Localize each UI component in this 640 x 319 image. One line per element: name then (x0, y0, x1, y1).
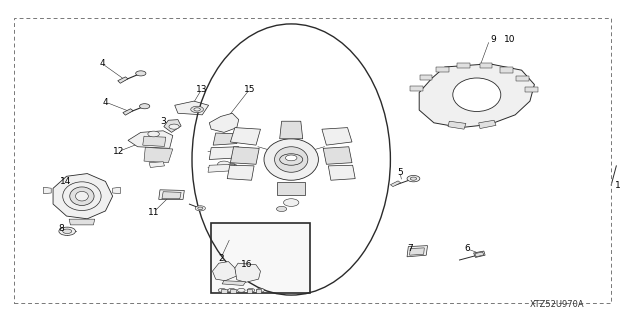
Polygon shape (143, 136, 166, 146)
Text: 11: 11 (148, 208, 159, 217)
Polygon shape (162, 192, 181, 199)
Polygon shape (230, 289, 236, 293)
Polygon shape (113, 187, 120, 194)
Circle shape (276, 206, 287, 211)
Circle shape (194, 108, 200, 111)
Polygon shape (247, 289, 252, 293)
Circle shape (228, 288, 236, 292)
Ellipse shape (70, 187, 94, 205)
Circle shape (140, 104, 150, 109)
Text: 10: 10 (504, 35, 516, 44)
Circle shape (237, 288, 245, 292)
Polygon shape (479, 120, 496, 129)
Circle shape (257, 288, 264, 292)
Text: 6: 6 (465, 244, 470, 253)
Text: 14: 14 (60, 177, 72, 186)
Polygon shape (227, 165, 254, 180)
Polygon shape (235, 263, 260, 282)
Polygon shape (410, 248, 424, 255)
Bar (14, 18, 611, 303)
Text: 16: 16 (241, 260, 252, 269)
Ellipse shape (63, 182, 101, 211)
Polygon shape (410, 86, 423, 91)
Text: 1: 1 (615, 181, 620, 189)
Polygon shape (128, 131, 173, 148)
Polygon shape (209, 113, 239, 132)
Circle shape (407, 175, 420, 182)
Polygon shape (230, 128, 260, 145)
Polygon shape (164, 120, 181, 132)
Polygon shape (230, 147, 259, 164)
Polygon shape (457, 63, 470, 68)
Polygon shape (480, 63, 493, 68)
Ellipse shape (264, 139, 319, 180)
Circle shape (284, 199, 299, 206)
Polygon shape (328, 165, 355, 180)
Text: 4: 4 (100, 59, 105, 68)
Polygon shape (123, 109, 133, 115)
Text: 2: 2 (218, 254, 223, 263)
Polygon shape (222, 281, 246, 286)
Circle shape (63, 229, 72, 234)
Ellipse shape (76, 191, 88, 201)
Circle shape (228, 164, 237, 168)
Polygon shape (144, 147, 173, 163)
Text: 8: 8 (58, 224, 63, 233)
Polygon shape (448, 121, 466, 129)
Circle shape (59, 227, 76, 235)
Text: 3: 3 (161, 117, 166, 126)
Circle shape (218, 288, 226, 292)
Bar (211, 223, 310, 293)
Text: 5: 5 (397, 168, 403, 177)
Polygon shape (474, 251, 485, 257)
Circle shape (285, 155, 297, 161)
Text: 4: 4 (103, 98, 108, 107)
Circle shape (136, 71, 146, 76)
Polygon shape (213, 133, 240, 145)
Ellipse shape (275, 147, 308, 172)
Circle shape (410, 177, 417, 180)
Polygon shape (322, 128, 352, 145)
Polygon shape (209, 147, 239, 160)
Polygon shape (69, 219, 95, 225)
Polygon shape (419, 64, 534, 128)
Polygon shape (277, 182, 305, 195)
Polygon shape (516, 76, 529, 81)
Circle shape (148, 131, 159, 137)
Polygon shape (407, 246, 428, 257)
Circle shape (169, 124, 179, 129)
Polygon shape (212, 262, 237, 281)
Polygon shape (44, 187, 51, 194)
Polygon shape (323, 147, 352, 164)
Text: 9: 9 (490, 35, 495, 44)
Polygon shape (525, 87, 538, 92)
Polygon shape (118, 77, 128, 83)
Text: 12: 12 (113, 147, 124, 156)
Circle shape (191, 106, 204, 113)
Polygon shape (53, 174, 113, 219)
Polygon shape (256, 289, 261, 293)
Polygon shape (420, 75, 433, 80)
Text: 13: 13 (196, 85, 207, 94)
Polygon shape (390, 181, 401, 187)
Polygon shape (175, 101, 209, 115)
Polygon shape (149, 162, 164, 167)
Polygon shape (475, 252, 484, 257)
Circle shape (218, 161, 230, 167)
Text: 7: 7 (407, 244, 412, 253)
Circle shape (247, 288, 255, 292)
Polygon shape (280, 121, 303, 139)
Polygon shape (159, 190, 184, 199)
Circle shape (198, 207, 203, 210)
Circle shape (280, 154, 303, 165)
Ellipse shape (453, 78, 501, 111)
Text: XTZ52U970A: XTZ52U970A (529, 300, 584, 309)
Polygon shape (500, 67, 513, 72)
Circle shape (195, 206, 205, 211)
Polygon shape (208, 164, 235, 172)
Polygon shape (221, 289, 227, 293)
Text: 15: 15 (244, 85, 255, 94)
Polygon shape (436, 67, 449, 72)
